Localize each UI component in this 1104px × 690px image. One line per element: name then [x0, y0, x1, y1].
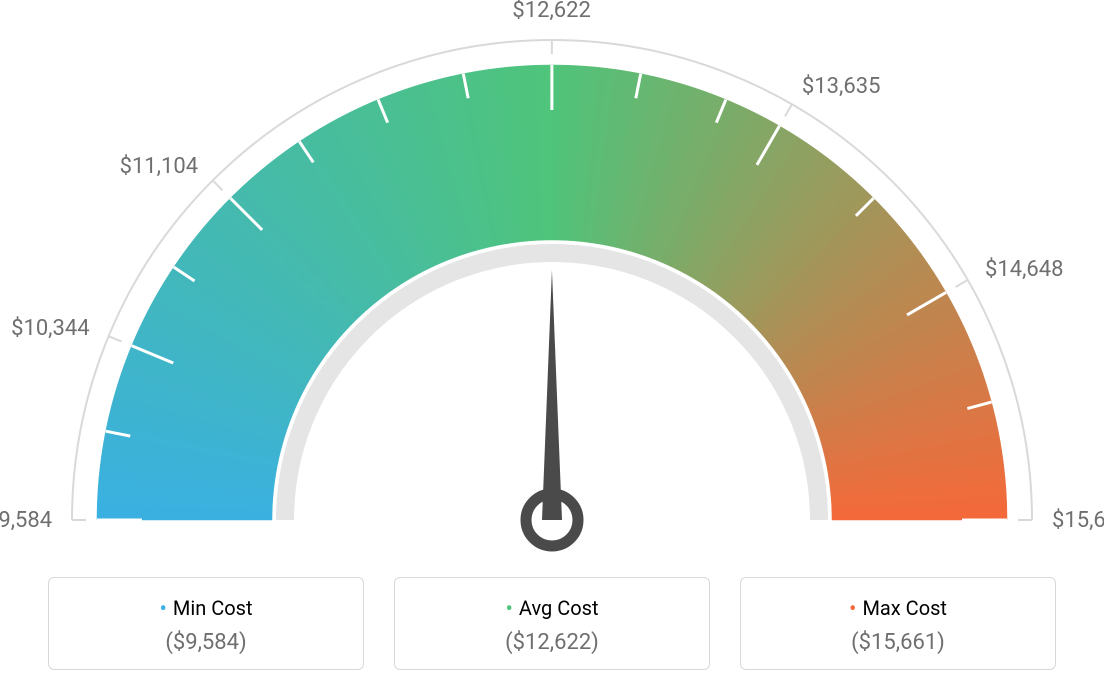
dot-icon: •: [505, 597, 512, 622]
min-cost-card: • Min Cost ($9,584): [48, 577, 364, 670]
avg-cost-label: • Avg Cost: [405, 596, 699, 622]
dot-icon: •: [159, 597, 166, 622]
gauge-tick-label: $9,584: [0, 508, 52, 533]
min-cost-value: ($9,584): [59, 630, 353, 655]
gauge-tick-label: $11,104: [120, 154, 199, 179]
avg-cost-value: ($12,622): [405, 630, 699, 655]
gauge-chart-container: $9,584 $10,344 $11,104 $12,622 $13,635 $14,64…: [0, 0, 1104, 690]
avg-cost-card: • Avg Cost ($12,622): [394, 577, 710, 670]
gauge-tick-label: $13,635: [802, 74, 881, 99]
gauge-tick-label: $15,661: [1052, 508, 1104, 533]
min-cost-label: • Min Cost: [59, 596, 353, 622]
max-cost-card: •Max Cost ($15,661): [740, 577, 1056, 670]
gauge-area: $9,584 $10,344 $11,104 $12,622 $13,635 $14,64…: [0, 0, 1104, 560]
summary-cards: • Min Cost ($9,584) • Avg Cost ($12,622) •…: [48, 577, 1056, 670]
gauge-tick-label: $12,622: [512, 0, 591, 23]
gauge-svg: [0, 0, 1104, 560]
max-cost-label: •Max Cost: [751, 596, 1045, 622]
max-cost-value: ($15,661): [751, 630, 1045, 655]
gauge-tick-label: $14,648: [985, 257, 1064, 282]
avg-cost-label-text: Avg Cost: [519, 596, 599, 620]
dot-icon: •: [849, 597, 856, 622]
max-cost-label-text: Max Cost: [862, 596, 947, 620]
min-cost-label-text: Min Cost: [173, 596, 253, 620]
gauge-tick-label: $10,344: [11, 316, 90, 341]
